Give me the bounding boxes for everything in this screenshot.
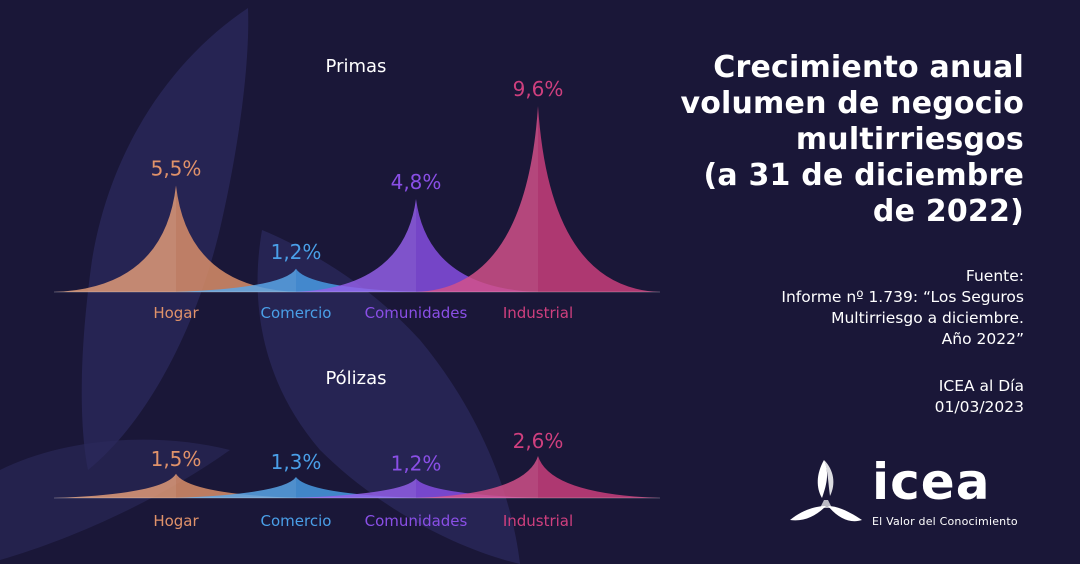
peak-highlight-comunidades xyxy=(294,478,416,498)
category-label-comercio: Comercio xyxy=(261,304,332,322)
peak-highlight-comercio xyxy=(174,477,296,498)
peak-highlight-hogar xyxy=(54,473,176,498)
peak-highlight-comercio xyxy=(174,268,296,292)
source-label: Fuente: xyxy=(965,267,1024,285)
value-label-industrial: 9,6% xyxy=(513,77,564,101)
growth-charts: Primas 5,5% Hogar 1,2% Comercio 4,8% Comunida… xyxy=(54,56,660,530)
title-line: (a 31 de diciembre xyxy=(703,158,1024,193)
peak-industrial xyxy=(416,456,660,498)
peak-industrial xyxy=(416,106,660,292)
category-label-industrial: Industrial xyxy=(503,304,573,322)
value-label-industrial: 2,6% xyxy=(513,429,564,453)
category-label-industrial: Industrial xyxy=(503,512,573,530)
primas-chart: Primas 5,5% Hogar 1,2% Comercio 4,8% Comunida… xyxy=(54,56,660,322)
peak-comercio xyxy=(174,477,418,498)
icea-logo-tagline: El Valor del Conocimiento xyxy=(872,515,1018,528)
value-label-hogar: 1,5% xyxy=(151,447,202,471)
source-line: Multirriesgo a diciembre. xyxy=(831,309,1024,327)
source-line: Año 2022” xyxy=(941,330,1024,348)
icea-triskelion-logo-icon xyxy=(790,460,862,522)
page-title: Crecimiento anual volumen de negocio mul… xyxy=(564,50,1024,230)
peak-hogar xyxy=(54,473,298,498)
title-line: volumen de negocio xyxy=(680,86,1024,121)
title-line: multirriesgos xyxy=(795,122,1024,157)
peak-highlight-hogar xyxy=(54,185,176,292)
peak-comercio xyxy=(174,268,418,292)
value-label-hogar: 5,5% xyxy=(151,156,202,180)
category-label-hogar: Hogar xyxy=(153,512,199,530)
peak-highlight-industrial xyxy=(416,106,538,292)
value-label-comunidades: 4,8% xyxy=(391,170,442,194)
icea-logo-wordmark: icea xyxy=(872,453,991,511)
value-label-comercio: 1,3% xyxy=(271,450,322,474)
value-label-comunidades: 1,2% xyxy=(391,452,442,476)
polizas-chart-title: Pólizas xyxy=(325,368,386,389)
report-name: ICEA al Día xyxy=(938,377,1024,395)
peak-hogar xyxy=(54,185,298,292)
source-line: Informe nº 1.739: “Los Seguros xyxy=(781,288,1024,306)
category-label-hogar: Hogar xyxy=(153,304,199,322)
category-label-comercio: Comercio xyxy=(261,512,332,530)
value-label-comercio: 1,2% xyxy=(271,240,322,264)
background-leaf-center xyxy=(257,230,520,564)
peak-comunidades xyxy=(294,478,538,498)
peak-highlight-comunidades xyxy=(294,199,416,292)
category-label-comunidades: Comunidades xyxy=(365,512,468,530)
category-label-comunidades: Comunidades xyxy=(365,304,468,322)
peak-highlight-industrial xyxy=(416,456,538,498)
report-info: ICEA al Día 01/03/2023 xyxy=(724,376,1024,418)
title-line: de 2022) xyxy=(872,194,1024,229)
source-note: Fuente: Informe nº 1.739: “Los Seguros M… xyxy=(684,266,1024,350)
primas-chart-title: Primas xyxy=(326,56,387,77)
background-leaf-bottom xyxy=(0,439,230,560)
peak-comunidades xyxy=(294,199,538,292)
title-line: Crecimiento anual xyxy=(713,50,1024,85)
report-date: 01/03/2023 xyxy=(934,398,1024,416)
polizas-chart: Pólizas 1,5% Hogar 1,3% Comercio 1,2% Comunid… xyxy=(54,368,660,530)
